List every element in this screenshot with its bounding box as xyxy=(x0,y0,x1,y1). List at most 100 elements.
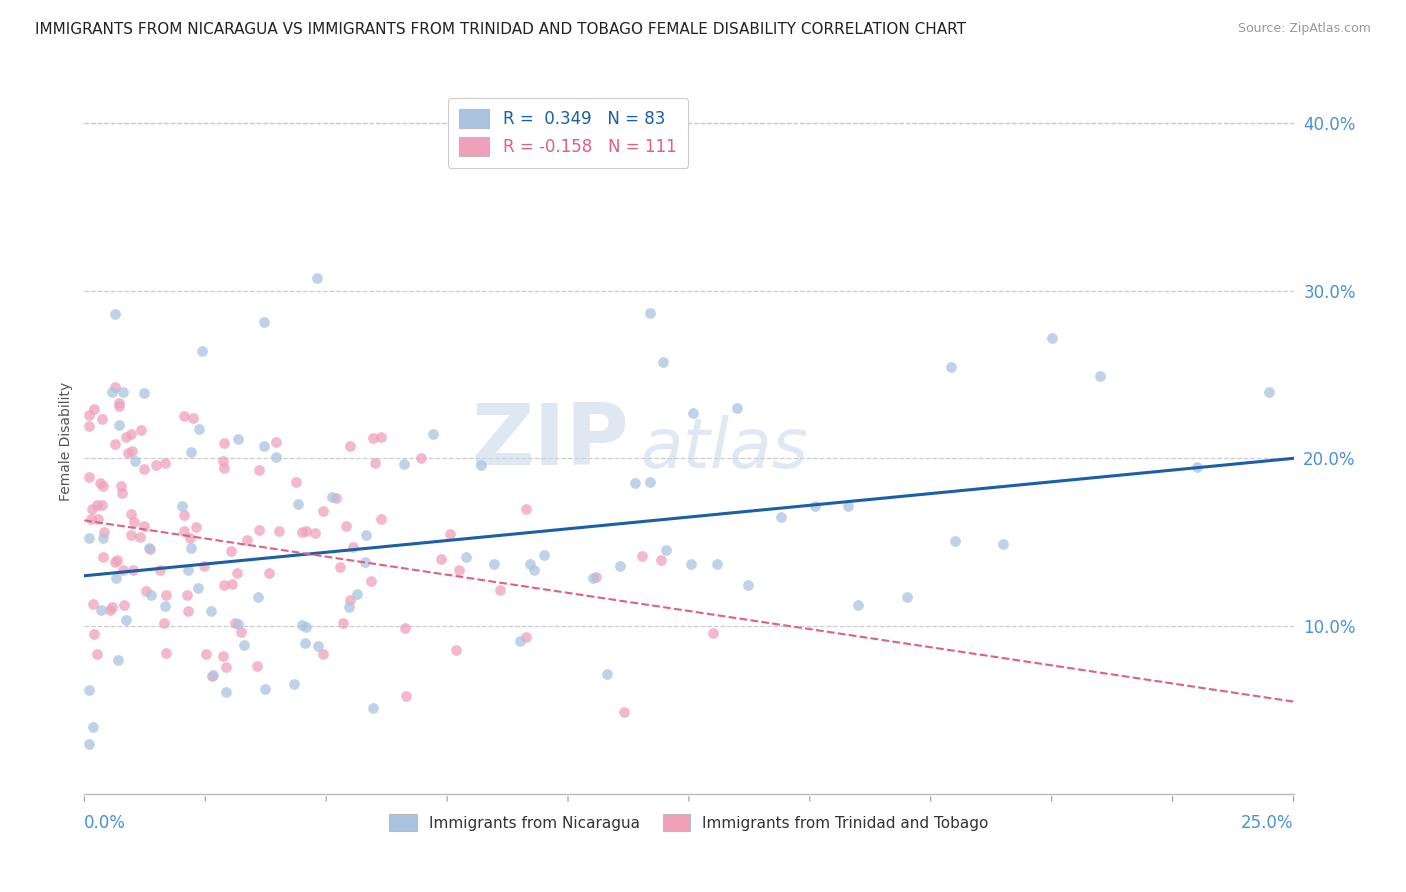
Point xyxy=(226,432,249,446)
Point xyxy=(225,566,247,581)
Point xyxy=(523,563,546,577)
Point xyxy=(221,577,243,591)
Point xyxy=(339,593,361,607)
Point xyxy=(83,402,105,417)
Point xyxy=(200,669,222,683)
Point xyxy=(509,634,531,648)
Point xyxy=(447,563,470,577)
Point xyxy=(117,446,139,460)
Point xyxy=(112,385,135,400)
Point xyxy=(285,475,308,489)
Point xyxy=(943,533,966,548)
Point xyxy=(582,571,605,585)
Point xyxy=(219,544,242,558)
Point xyxy=(630,549,652,563)
Point xyxy=(231,625,253,640)
Point xyxy=(82,720,104,734)
Point xyxy=(295,620,318,634)
Text: IMMIGRANTS FROM NICARAGUA VS IMMIGRANTS FROM TRINIDAD AND TOBAGO FEMALE DISABILI: IMMIGRANTS FROM NICARAGUA VS IMMIGRANTS … xyxy=(35,22,966,37)
Point xyxy=(149,563,172,577)
Point xyxy=(173,524,195,538)
Point xyxy=(439,527,461,541)
Point xyxy=(212,454,235,468)
Point xyxy=(152,616,174,631)
Point xyxy=(638,475,661,489)
Point xyxy=(77,408,100,422)
Point xyxy=(176,588,198,602)
Point xyxy=(596,666,619,681)
Point xyxy=(312,647,335,661)
Point xyxy=(470,458,492,472)
Point xyxy=(307,639,329,653)
Point xyxy=(112,563,135,577)
Point xyxy=(104,380,127,394)
Point xyxy=(77,683,100,698)
Point xyxy=(155,647,177,661)
Point xyxy=(725,401,748,415)
Point xyxy=(993,537,1015,551)
Point xyxy=(212,649,235,664)
Point xyxy=(321,490,343,504)
Point xyxy=(108,399,131,413)
Point xyxy=(132,462,155,476)
Point xyxy=(121,563,143,577)
Point xyxy=(837,500,859,514)
Point xyxy=(337,600,360,615)
Point xyxy=(77,737,100,751)
Point xyxy=(87,512,110,526)
Point xyxy=(91,549,114,564)
Point xyxy=(939,359,962,374)
Text: atlas: atlas xyxy=(641,415,808,482)
Point xyxy=(122,516,145,530)
Point xyxy=(846,599,869,613)
Text: 0.0%: 0.0% xyxy=(84,814,127,831)
Point xyxy=(145,458,167,472)
Point xyxy=(609,558,631,573)
Point xyxy=(93,524,115,539)
Point xyxy=(98,603,121,617)
Point xyxy=(515,630,537,644)
Point xyxy=(364,456,387,470)
Point xyxy=(124,453,146,467)
Point xyxy=(290,525,312,540)
Point xyxy=(430,552,453,566)
Point xyxy=(191,344,214,359)
Point xyxy=(283,677,305,691)
Point xyxy=(173,409,195,423)
Point xyxy=(1040,330,1063,344)
Point xyxy=(129,530,152,544)
Point xyxy=(215,684,238,698)
Point xyxy=(613,706,636,720)
Point xyxy=(702,626,724,640)
Point xyxy=(312,504,335,518)
Point xyxy=(214,435,236,450)
Point xyxy=(247,590,270,604)
Point xyxy=(89,475,111,490)
Point xyxy=(392,457,415,471)
Point xyxy=(287,497,309,511)
Point xyxy=(107,553,129,567)
Point xyxy=(361,701,384,715)
Point xyxy=(325,491,347,506)
Point xyxy=(247,463,270,477)
Point xyxy=(307,271,329,285)
Point xyxy=(200,604,222,618)
Point xyxy=(246,658,269,673)
Point xyxy=(1258,385,1281,400)
Point xyxy=(86,648,108,662)
Point xyxy=(253,315,276,329)
Point xyxy=(135,583,157,598)
Point xyxy=(212,578,235,592)
Point xyxy=(422,426,444,441)
Point xyxy=(115,613,138,627)
Legend: Immigrants from Nicaragua, Immigrants from Trinidad and Tobago: Immigrants from Nicaragua, Immigrants fr… xyxy=(381,806,997,839)
Point xyxy=(342,540,364,554)
Point xyxy=(266,434,288,449)
Point xyxy=(177,604,200,618)
Point xyxy=(370,512,392,526)
Point xyxy=(363,431,385,445)
Point xyxy=(91,411,114,425)
Point xyxy=(252,439,274,453)
Point xyxy=(104,555,127,569)
Point xyxy=(120,528,142,542)
